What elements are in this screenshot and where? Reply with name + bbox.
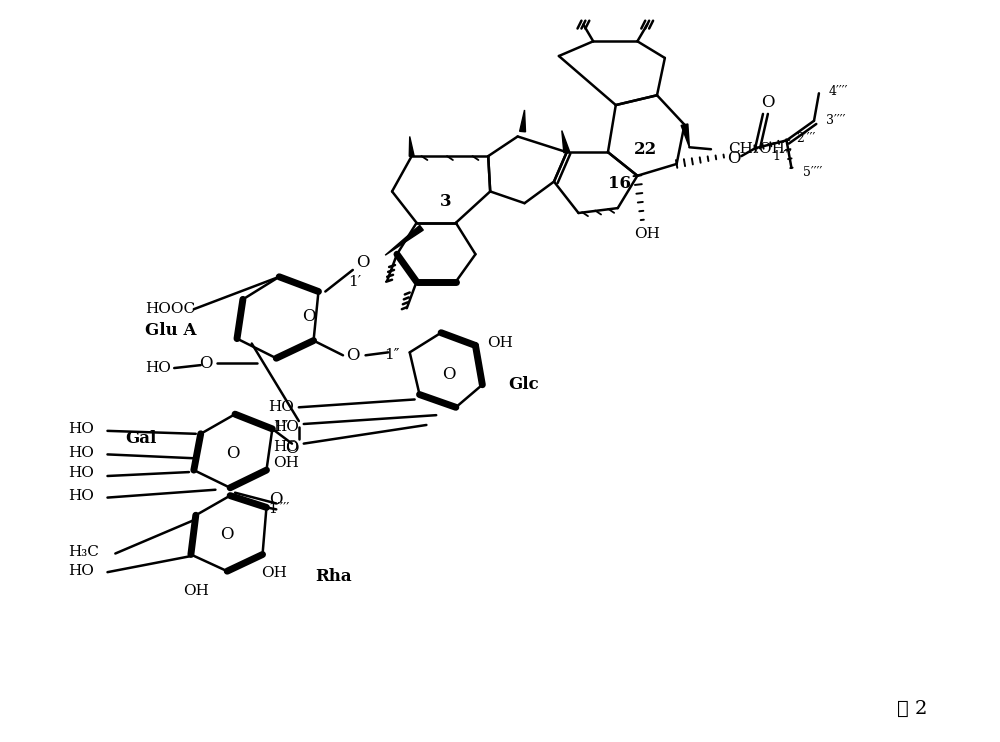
Text: OH: OH xyxy=(273,456,299,470)
Text: OH: OH xyxy=(634,226,660,240)
Text: Glu A: Glu A xyxy=(145,322,196,339)
Text: 式 2: 式 2 xyxy=(897,700,927,718)
Text: 16: 16 xyxy=(608,175,631,192)
Text: OH: OH xyxy=(487,335,513,349)
Polygon shape xyxy=(562,131,570,153)
Text: HO: HO xyxy=(145,361,171,375)
Text: HO: HO xyxy=(68,422,94,436)
Text: O: O xyxy=(761,93,775,111)
Text: 3: 3 xyxy=(440,193,452,210)
Text: CH₂OH: CH₂OH xyxy=(728,142,785,157)
Text: 1′′′: 1′′′ xyxy=(273,420,291,434)
Polygon shape xyxy=(385,226,423,255)
Text: O: O xyxy=(356,254,369,271)
Text: Glc: Glc xyxy=(508,376,539,393)
Text: HO: HO xyxy=(68,466,94,480)
Text: 1′′′′: 1′′′′ xyxy=(773,150,792,162)
Text: HO: HO xyxy=(273,420,299,434)
Text: Gal: Gal xyxy=(125,430,157,447)
Text: O: O xyxy=(220,526,234,543)
Text: O: O xyxy=(727,150,740,166)
Text: 4′′′′: 4′′′′ xyxy=(829,85,848,98)
Text: O: O xyxy=(199,355,212,372)
Text: O: O xyxy=(302,307,315,324)
Text: 1″: 1″ xyxy=(384,348,400,362)
Text: HO: HO xyxy=(68,564,94,578)
Polygon shape xyxy=(681,124,689,147)
Text: 1′′′′: 1′′′′ xyxy=(269,502,290,516)
Text: 5′′′′: 5′′′′ xyxy=(803,166,823,180)
Text: HO: HO xyxy=(68,489,94,502)
Text: 3′′′′: 3′′′′ xyxy=(826,114,845,128)
Polygon shape xyxy=(520,110,526,132)
Text: HO: HO xyxy=(68,447,94,461)
Text: 2′′′′: 2′′′′ xyxy=(796,132,816,145)
Text: OH: OH xyxy=(261,566,287,580)
Text: 1′: 1′ xyxy=(348,275,361,289)
Text: 22: 22 xyxy=(634,141,657,158)
Text: HO: HO xyxy=(268,400,294,414)
Text: HO: HO xyxy=(273,439,299,453)
Text: O: O xyxy=(346,347,360,364)
Text: Rha: Rha xyxy=(315,568,351,585)
Text: O: O xyxy=(226,445,240,462)
Text: O: O xyxy=(442,367,456,384)
Text: OH: OH xyxy=(183,584,209,598)
Text: O: O xyxy=(270,491,283,508)
Text: H₃C: H₃C xyxy=(68,545,99,559)
Polygon shape xyxy=(409,137,414,157)
Text: O: O xyxy=(285,440,299,457)
Text: HOOC: HOOC xyxy=(145,302,195,316)
